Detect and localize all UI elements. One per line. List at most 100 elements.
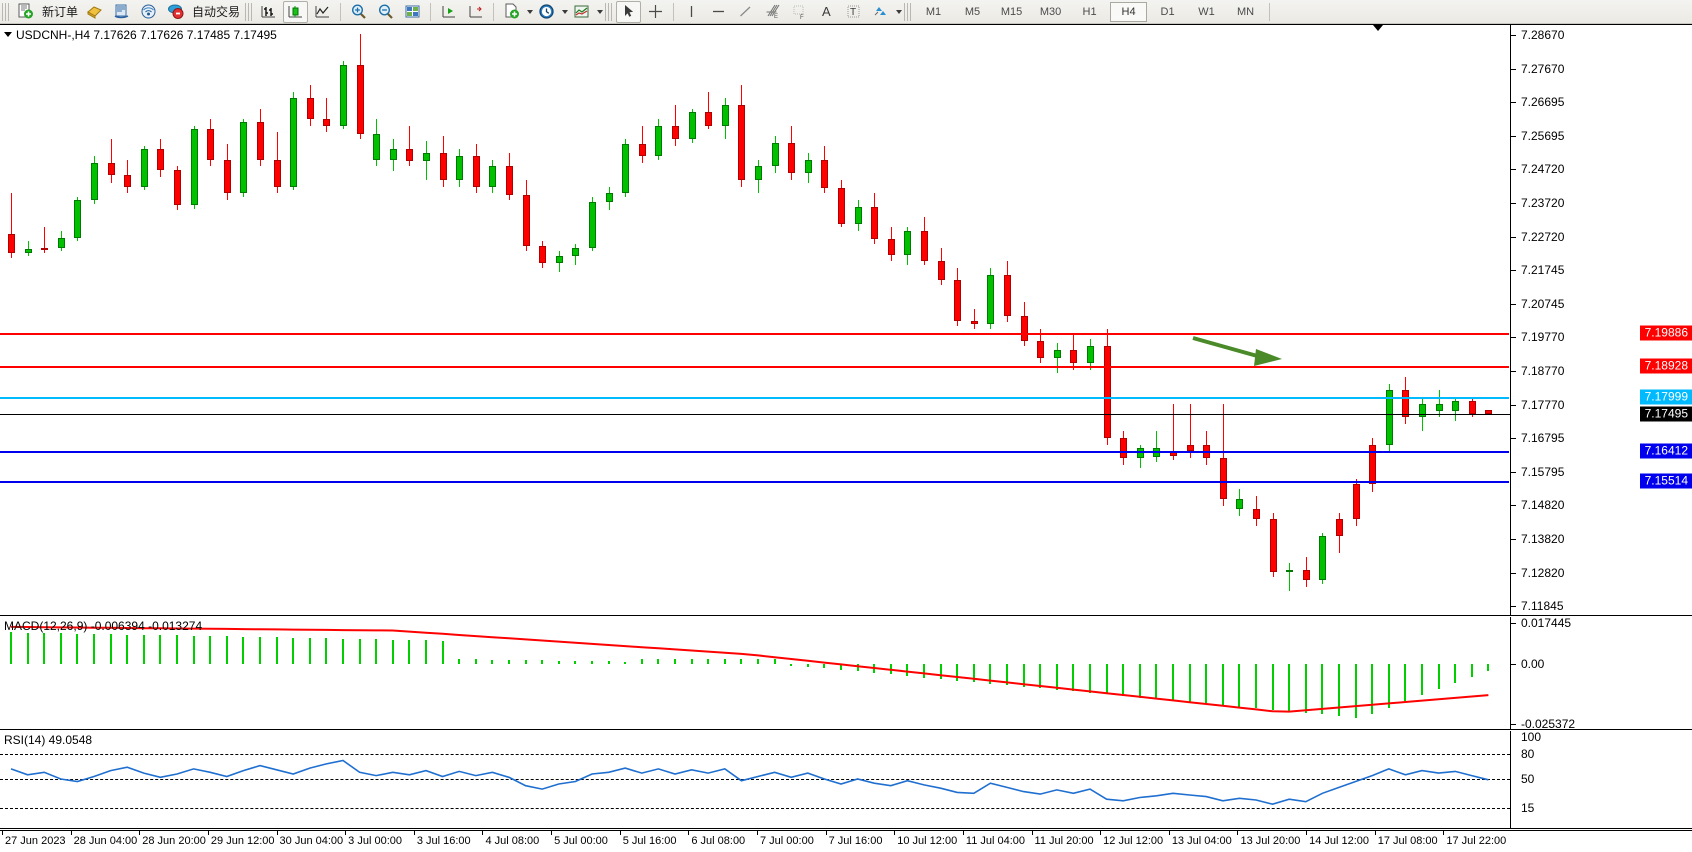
crosshair-icon[interactable] [643,1,668,23]
signals-icon[interactable] [136,1,161,23]
toolbar-grip-2[interactable] [245,2,253,21]
candle-wick [1222,403,1224,506]
candlestick [638,25,646,615]
level-line-pivot-cyan[interactable] [0,396,1510,402]
level-line-current-price[interactable] [0,414,1510,416]
level-line-resistance-lower[interactable] [0,364,1510,370]
macd-histogram-bar [1255,664,1257,709]
time-axis-label: 27 Jun 2023 [5,835,66,847]
price-pane[interactable]: USDCNH-,H4 7.17626 7.17626 7.17485 7.174… [0,25,1692,616]
candle-body [174,169,181,206]
candle-body [1468,400,1476,415]
level-anchor[interactable] [1509,450,1510,455]
rsi-pane[interactable]: RSI(14) 49.0548 100 80 50 15 [0,731,1692,829]
line-chart-icon[interactable] [310,1,335,23]
templates-dropdown-caret[interactable] [597,9,604,14]
arrows-dropdown-caret[interactable] [896,9,903,14]
text-label-icon[interactable]: A [814,1,839,23]
timeframe-h4[interactable]: H4 [1110,1,1148,22]
price-plot[interactable] [0,25,1510,615]
data-window-icon[interactable] [400,1,425,23]
toolbar-grip-3[interactable] [605,2,613,21]
zoom-out-icon[interactable] [373,1,398,23]
timeframe-h1[interactable]: H1 [1082,5,1097,18]
new-chart-icon[interactable] [499,1,524,23]
period-dropdown-caret[interactable] [562,9,569,14]
macd-plot[interactable] [0,617,1510,729]
timeframe-mn[interactable]: MN [1236,5,1255,18]
trendline-icon[interactable] [733,1,758,23]
new-chart-dropdown-caret[interactable] [527,9,534,14]
price-tag-current-price[interactable]: 7.17495 [1639,406,1692,422]
level-anchor[interactable] [1509,364,1510,370]
macd-histogram-bar [176,635,178,665]
time-axis[interactable]: 27 Jun 2023 28 Jun 04:00 28 Jun 20:00 29 Ju… [0,830,1692,852]
timeframe-m5[interactable]: M5 [964,5,981,18]
zoom-in-icon[interactable] [346,1,371,23]
level-anchor[interactable] [1509,480,1510,486]
candle-body [987,274,995,325]
expert-advisor-icon[interactable] [82,1,107,23]
new-order-icon[interactable] [13,1,38,23]
price-axis-label: 7.21745 [1521,263,1565,278]
candle-wick [1156,431,1158,462]
shift-start-icon[interactable] [463,1,488,23]
candle-body [838,188,845,225]
macd-scale[interactable]: 0.017445 0.00 -0.025372 [1510,617,1692,729]
equidistant-channel-icon[interactable]: F [787,1,812,23]
price-tick [1511,303,1516,305]
toolbar-grip-1[interactable] [2,2,9,21]
price-tag-pivot-cyan[interactable]: 7.17999 [1639,389,1692,405]
chart-scroll-caret[interactable] [1373,25,1383,31]
candle-body [854,207,862,225]
collapse-triangle-icon[interactable] [4,32,12,38]
timeframe-m30[interactable]: M30 [1039,5,1062,18]
green-trend-arrow[interactable] [1190,333,1290,378]
period-clock-icon[interactable] [534,1,559,23]
time-tick [757,831,758,835]
rsi-axis-label: 80 [1521,746,1535,761]
macd-histogram-bar [10,632,12,665]
level-line-support-lower[interactable] [0,480,1510,486]
timeframe-d1[interactable]: D1 [1160,5,1175,18]
level-anchor[interactable] [1509,396,1510,402]
level-anchor[interactable] [1509,332,1510,338]
autotrading-icon[interactable] [163,1,188,23]
toolbar-grip-4[interactable] [904,2,912,21]
timeframe-w1[interactable]: W1 [1198,5,1215,18]
shift-end-icon[interactable] [436,1,461,23]
bar-chart-icon[interactable] [256,1,281,23]
candle-body [970,320,978,325]
timeframe-m15[interactable]: M15 [1000,5,1023,18]
rsi-scale[interactable]: 100 80 50 15 [1510,731,1692,828]
time-tick [1374,831,1376,835]
horizontal-line-icon[interactable] [706,1,731,23]
chart-area[interactable]: USDCNH-,H4 7.17626 7.17626 7.17485 7.174… [0,24,1692,852]
price-axis-label: 7.27670 [1521,61,1565,76]
templates-icon[interactable] [569,1,594,23]
vertical-line-icon[interactable] [679,1,704,23]
price-tag-support-lower[interactable]: 7.15514 [1639,473,1692,489]
timeframe-m1[interactable]: M1 [925,5,942,18]
level-line-resistance-upper[interactable] [0,332,1510,338]
fibonacci-icon[interactable]: E [760,1,785,23]
macd-histogram-bar [1155,664,1158,700]
market-watch-icon[interactable] [109,1,134,23]
candlestick-chart-icon[interactable] [283,0,309,23]
rsi-plot[interactable] [0,731,1510,828]
cursor-icon[interactable] [616,0,642,23]
autotrading-label[interactable]: 自动交易 [192,5,241,19]
level-line-support-upper[interactable] [0,450,1510,455]
price-tag-support-upper[interactable]: 7.16412 [1639,443,1692,459]
price-scale[interactable]: 7.28670 7.27670 7.26695 7.25695 7.24720 7.237… [1510,25,1692,615]
price-tag-resistance-upper[interactable]: 7.19886 [1639,325,1692,341]
candle-wick [27,241,29,257]
macd-pane[interactable]: MACD(12,26,9) -0.006394 -0.013274 0.0174… [0,617,1692,730]
candlestick [1385,25,1393,615]
candlestick [373,25,381,615]
new-order-label[interactable]: 新订单 [42,5,79,19]
candle-body [887,239,895,255]
arrows-icon[interactable] [868,1,893,23]
price-tag-resistance-lower[interactable]: 7.18928 [1639,358,1692,374]
text-box-icon[interactable]: T [841,1,866,23]
